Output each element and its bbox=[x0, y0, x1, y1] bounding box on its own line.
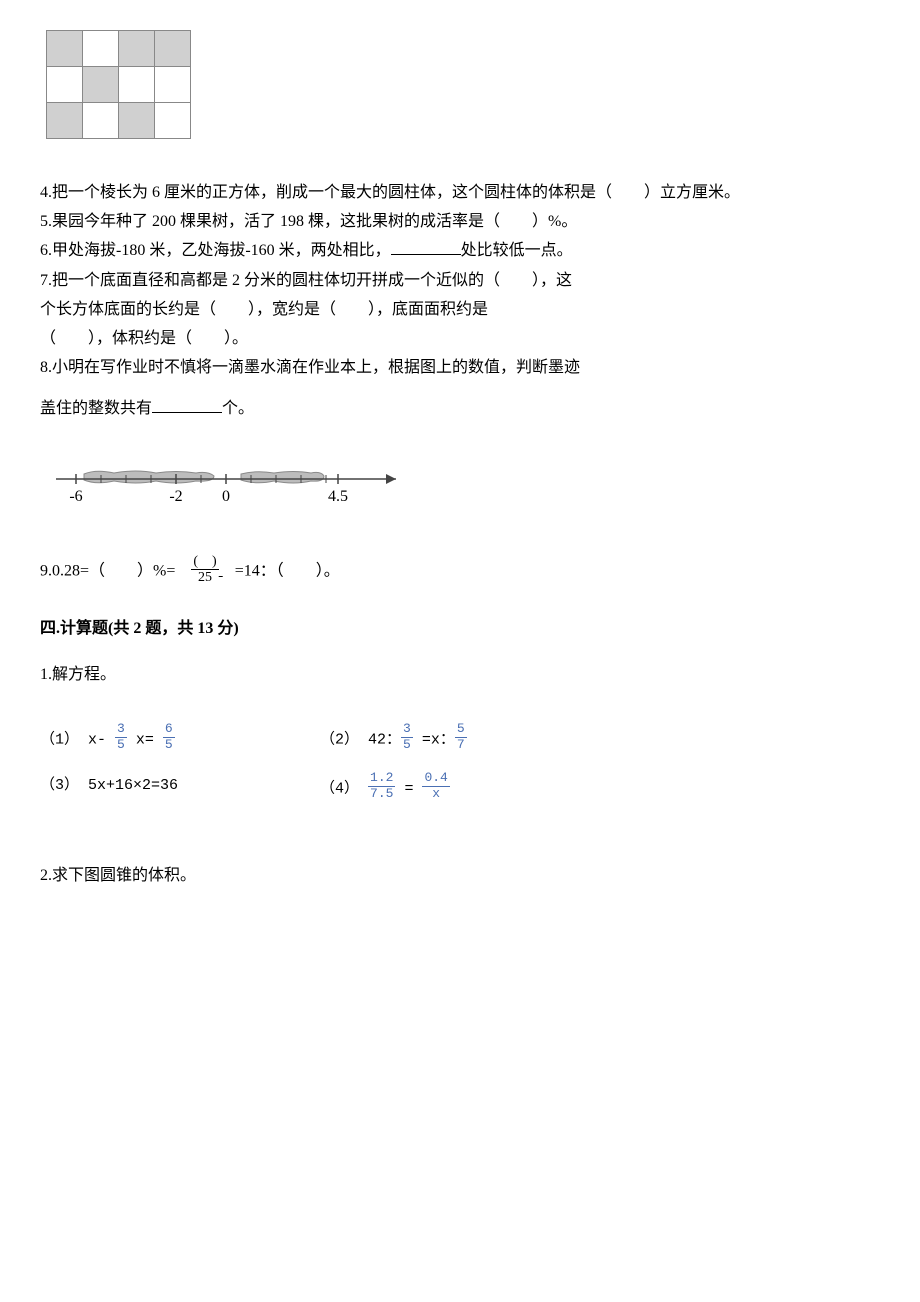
grid-cell bbox=[47, 67, 83, 103]
frac-num: ( ) bbox=[191, 554, 218, 570]
equation-row-1: （1） x- 35 x= 65 （2） 42：35 =x：57 bbox=[40, 724, 880, 755]
q6-before: 6.甲处海拔-180 米，乙处海拔-160 米，两处相比， bbox=[40, 242, 391, 259]
grid-cell bbox=[83, 31, 119, 67]
grid-figure bbox=[46, 30, 880, 139]
fraction: 1.27.5 bbox=[368, 771, 395, 802]
sub-question-2: 2.求下图圆锥的体积。 bbox=[40, 862, 880, 889]
frac-num: 3 bbox=[115, 722, 127, 738]
frac-den: 7.5 bbox=[368, 787, 395, 802]
grid-cell bbox=[155, 67, 191, 103]
eq-text: 42： bbox=[368, 731, 401, 748]
q8-before: 盖住的整数共有 bbox=[40, 400, 152, 417]
eq-text: x= bbox=[127, 731, 163, 748]
blank bbox=[391, 239, 461, 255]
ink-smudge-left bbox=[84, 471, 214, 483]
section-4-title: 四.计算题(共 2 题，共 13 分) bbox=[40, 615, 880, 642]
question-5: 5.果园今年种了 200 棵果树，活了 198 棵，这批果树的成活率是（ ）%。 bbox=[40, 208, 880, 235]
question-9: 9.0.28=（ ）%= ( ) 25 =14：（ ）。 bbox=[40, 556, 880, 588]
frac-num: 1.2 bbox=[368, 771, 395, 787]
grid-cell bbox=[155, 103, 191, 139]
fraction: 57 bbox=[455, 722, 467, 753]
question-4: 4.把一个棱长为 6 厘米的正方体，削成一个最大的圆柱体，这个圆柱体的体积是（ … bbox=[40, 179, 880, 206]
eq-label: （1） bbox=[40, 731, 79, 748]
frac-den: 5 bbox=[115, 738, 127, 753]
eq-text: x- bbox=[88, 731, 115, 748]
frac-den: 5 bbox=[401, 738, 413, 753]
frac-den: 5 bbox=[163, 738, 175, 753]
ink-smudge-right bbox=[241, 471, 324, 483]
grid-cell bbox=[119, 31, 155, 67]
tick-label: 4.5 bbox=[328, 488, 348, 505]
question-6: 6.甲处海拔-180 米，乙处海拔-160 米，两处相比， 处比较低一点。 bbox=[40, 237, 880, 264]
frac-den: 25 bbox=[191, 570, 218, 585]
numberline-figure: -6 -2 0 4.5 bbox=[46, 447, 880, 526]
eq-text: =x： bbox=[413, 731, 455, 748]
question-7-line1: 7.把一个底面直径和高都是 2 分米的圆柱体切开拼成一个近似的（ ），这 bbox=[40, 267, 880, 294]
fraction: 35 bbox=[401, 722, 413, 753]
q9-prefix: 9.0.28=（ ）%= bbox=[40, 562, 175, 579]
fraction: 0.4x bbox=[422, 771, 449, 802]
grid-cell bbox=[155, 31, 191, 67]
questions-block: 4.把一个棱长为 6 厘米的正方体，削成一个最大的圆柱体，这个圆柱体的体积是（ … bbox=[40, 179, 880, 423]
frac-num: 6 bbox=[163, 722, 175, 738]
frac-den: x bbox=[422, 787, 449, 802]
q8-after: 个。 bbox=[222, 400, 254, 417]
equation-4: （4） 1.27.5 = 0.4x bbox=[320, 773, 880, 804]
tick-label: 0 bbox=[222, 488, 230, 505]
eq-text: = bbox=[395, 780, 422, 797]
frac-den: 7 bbox=[455, 738, 467, 753]
fraction: 65 bbox=[163, 722, 175, 753]
sub-question-1: 1.解方程。 bbox=[40, 661, 880, 688]
question-8-line1: 8.小明在写作业时不慎将一滴墨水滴在作业本上，根据图上的数值，判断墨迹 bbox=[40, 354, 880, 381]
eq-text: 5x+16×2=36 bbox=[88, 777, 178, 794]
fraction: 35 bbox=[115, 722, 127, 753]
question-7-line3: （ ），体积约是（ ）。 bbox=[40, 325, 880, 352]
equation-3: （3） 5x+16×2=36 bbox=[40, 773, 320, 804]
frac-num: 0.4 bbox=[422, 771, 449, 787]
grid-cell bbox=[119, 103, 155, 139]
q9-fraction: ( ) 25 bbox=[191, 554, 218, 586]
equation-2: （2） 42：35 =x：57 bbox=[320, 724, 880, 755]
eq-label: （4） bbox=[320, 780, 359, 797]
blank bbox=[152, 397, 222, 413]
grid-table bbox=[46, 30, 191, 139]
frac-num: 3 bbox=[401, 722, 413, 738]
frac-num: 5 bbox=[455, 722, 467, 738]
eq-label: （2） bbox=[320, 731, 359, 748]
grid-cell bbox=[47, 103, 83, 139]
tick-label: -2 bbox=[169, 488, 182, 505]
tick-label: -6 bbox=[69, 488, 82, 505]
q9-mid: =14：（ ）。 bbox=[235, 562, 340, 579]
question-7-line2: 个长方体底面的长约是（ ），宽约是（ ），底面面积约是 bbox=[40, 296, 880, 323]
axis-arrow bbox=[386, 474, 396, 484]
grid-cell bbox=[119, 67, 155, 103]
grid-cell bbox=[47, 31, 83, 67]
question-8-line2: 盖住的整数共有 个。 bbox=[40, 395, 880, 422]
equation-row-2: （3） 5x+16×2=36 （4） 1.27.5 = 0.4x bbox=[40, 773, 880, 804]
equation-1: （1） x- 35 x= 65 bbox=[40, 724, 320, 755]
grid-cell bbox=[83, 67, 119, 103]
eq-label: （3） bbox=[40, 777, 79, 794]
numberline-svg: -6 -2 0 4.5 bbox=[46, 447, 416, 517]
grid-cell bbox=[83, 103, 119, 139]
q6-after: 处比较低一点。 bbox=[461, 242, 573, 259]
